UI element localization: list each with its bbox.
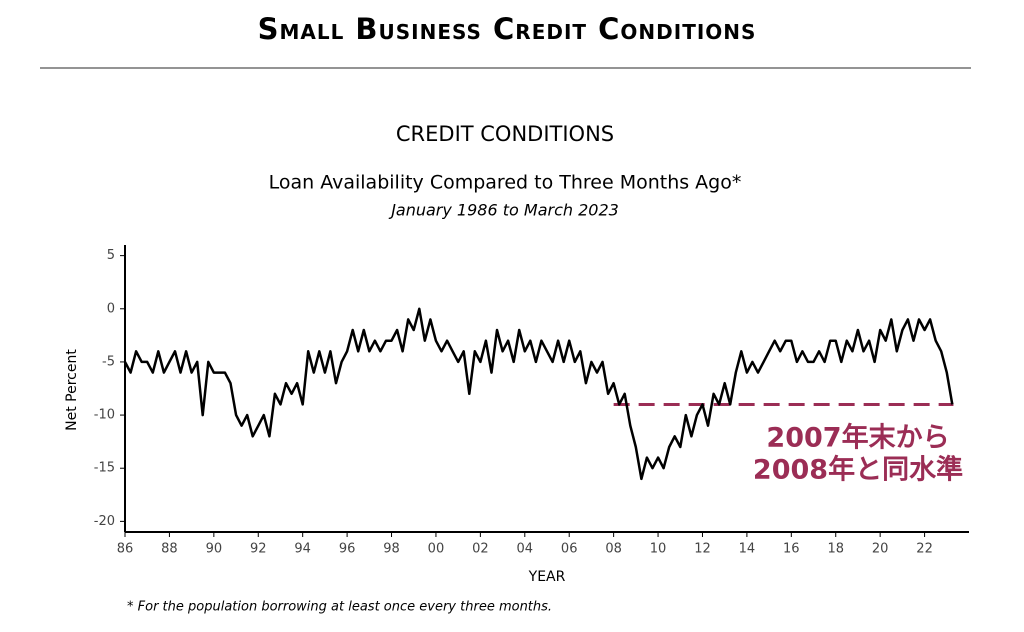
annotation: 2008年と同水準: [753, 454, 963, 486]
x-tick-label: 08: [605, 542, 622, 557]
x-tick-label: 98: [383, 542, 400, 557]
x-tick-label: 14: [739, 542, 756, 557]
x-tick-label: 10: [650, 542, 667, 557]
x-tick-label: 02: [472, 542, 489, 557]
y-tick-label: -5: [102, 354, 115, 369]
annotation: 2007年末から: [766, 422, 949, 454]
x-tick-label: 16: [783, 542, 800, 557]
footnote: * For the population borrowing at least …: [127, 600, 552, 615]
x-tick-label: 06: [561, 542, 578, 557]
chart-subtitle: Loan Availability Compared to Three Mont…: [269, 172, 742, 194]
y-tick-label: 0: [107, 301, 115, 316]
x-tick-label: 90: [206, 542, 223, 557]
x-tick-label: 96: [339, 542, 356, 557]
x-tick-label: 12: [694, 542, 711, 557]
page-title: Small Business Credit Conditions: [258, 12, 757, 46]
y-tick-label: -15: [94, 461, 115, 476]
x-tick-label: 20: [872, 542, 889, 557]
x-tick-label: 86: [117, 542, 134, 557]
x-tick-label: 00: [428, 542, 445, 557]
data-line: [123, 307, 954, 481]
y-tick-label: 5: [107, 248, 115, 263]
x-tick-label: 94: [294, 542, 311, 557]
chart-title: CREDIT CONDITIONS: [396, 122, 614, 146]
x-tick-label: 92: [250, 542, 267, 557]
x-tick-label: 88: [161, 542, 178, 557]
y-tick-label: -10: [94, 408, 115, 423]
chart-period: January 1986 to March 2023: [388, 201, 619, 220]
x-tick-label: 22: [916, 542, 933, 557]
y-axis-label: Net Percent: [64, 349, 80, 431]
x-axis-label: YEAR: [528, 569, 566, 585]
x-tick-label: 18: [827, 542, 844, 557]
x-tick-label: 04: [517, 542, 534, 557]
y-tick-label: -20: [94, 514, 115, 529]
